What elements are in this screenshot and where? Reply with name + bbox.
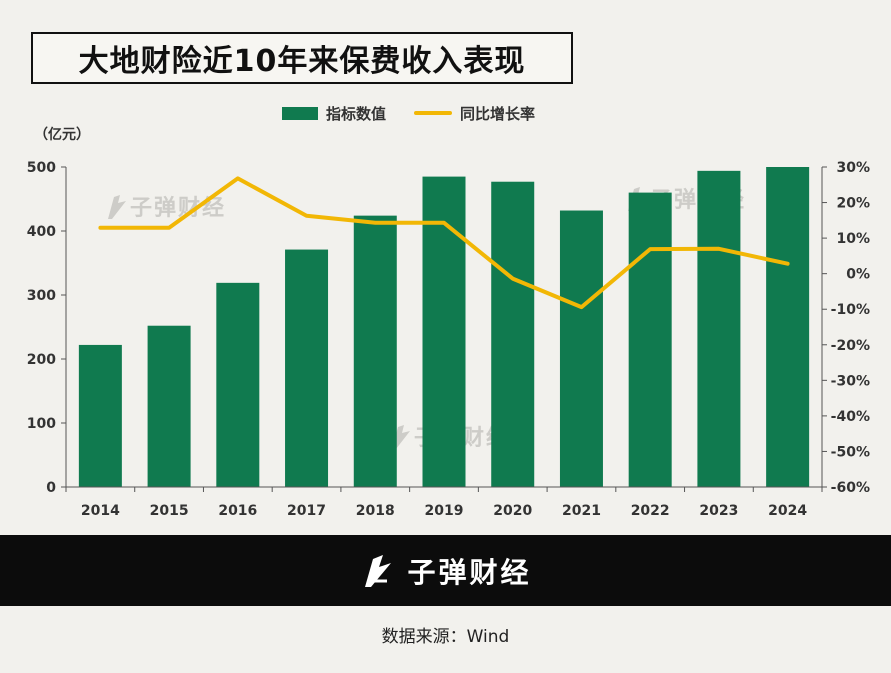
x-tick-label: 2019 — [425, 503, 464, 519]
x-tick-label: 2024 — [768, 503, 807, 519]
bar-2020 — [491, 181, 535, 487]
footer-brand-text: 子弹财经 — [407, 555, 532, 589]
right-tick-label: -20% — [831, 338, 870, 354]
bullet-logo-icon — [108, 195, 126, 219]
x-tick-label: 2016 — [218, 503, 257, 519]
right-tick-label: -50% — [831, 444, 870, 460]
right-tick-label: 30% — [836, 160, 870, 176]
right-tick-label: 10% — [836, 231, 870, 247]
bar-2024 — [766, 167, 810, 487]
bar-2022 — [628, 192, 672, 487]
left-tick-label: 100 — [27, 416, 56, 432]
right-tick-label: -40% — [831, 409, 870, 425]
bar-2021 — [559, 210, 603, 487]
right-tick-label: -10% — [831, 302, 870, 318]
chart-title-box: 大地财险近10年来保费收入表现 — [31, 32, 573, 84]
left-tick-label: 400 — [27, 224, 56, 240]
left-tick-label: 300 — [27, 288, 56, 304]
bar-2016 — [216, 282, 260, 487]
x-tick-label: 2021 — [562, 503, 601, 519]
data-source: 数据来源：Wind — [381, 627, 510, 647]
x-tick-label: 2018 — [356, 503, 395, 519]
footer-brand-band: 子弹财经 — [0, 535, 891, 606]
bullet-logo-icon — [365, 554, 392, 587]
x-tick-label: 2017 — [287, 503, 326, 519]
left-tick-label: 200 — [27, 352, 56, 368]
bar-2019 — [422, 176, 466, 487]
right-tick-label: 0% — [846, 267, 870, 283]
bar-2018 — [353, 215, 397, 487]
bar-2023 — [697, 170, 741, 487]
legend-item-line: 同比增长率 — [414, 103, 535, 124]
legend-bar-swatch — [282, 106, 318, 120]
watermark-1: 子弹财经 — [104, 190, 226, 222]
bar-2015 — [147, 325, 191, 487]
legend: 指标数值 同比增长率 — [282, 101, 563, 125]
right-tick-label: -30% — [831, 373, 870, 389]
x-tick-label: 2020 — [493, 503, 532, 519]
right-tick-label: 20% — [836, 196, 870, 212]
x-tick-label: 2015 — [150, 503, 189, 519]
left-tick-label: 0 — [46, 480, 56, 496]
legend-line-label: 同比增长率 — [460, 104, 536, 123]
bar-2017 — [285, 249, 329, 487]
chart-title: 大地财险近10年来保费收入表现 — [78, 44, 526, 79]
x-tick-label: 2023 — [699, 503, 738, 519]
left-axis-unit: （亿元） — [34, 127, 90, 143]
legend-line-swatch — [414, 111, 453, 115]
legend-item-bar: 指标数值 — [282, 103, 386, 124]
bar-2014 — [78, 344, 122, 487]
chart-svg: 2014 2015 2016 2017 2018 2019 2020 2021 2022 2023… — [27, 160, 870, 519]
right-tick-label: -60% — [831, 480, 870, 496]
legend-bar-label: 指标数值 — [326, 104, 387, 123]
x-tick-label: 2022 — [631, 503, 670, 519]
left-tick-label: 500 — [27, 160, 56, 176]
x-tick-label: 2014 — [81, 503, 120, 519]
